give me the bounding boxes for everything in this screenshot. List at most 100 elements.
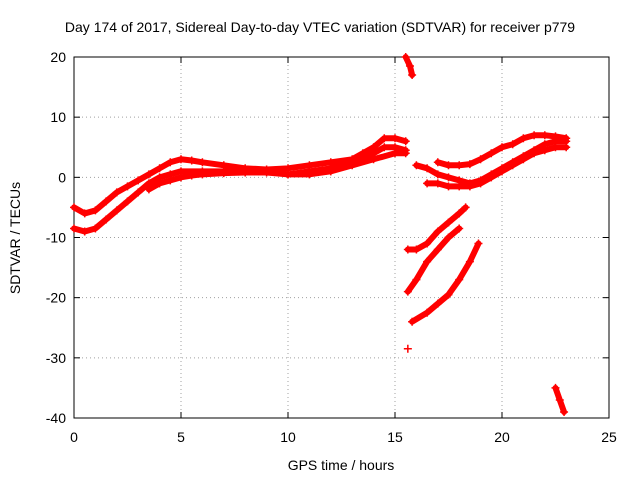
data-point — [80, 227, 89, 236]
data-point — [508, 140, 517, 149]
data-point — [403, 344, 412, 353]
data-points — [70, 53, 571, 416]
data-point — [380, 134, 389, 143]
series-drop-4 — [408, 239, 483, 326]
x-tick-label: 25 — [601, 429, 617, 445]
chart-title: Day 174 of 2017, Sidereal Day-to-day VTE… — [65, 19, 575, 35]
series-trail — [404, 225, 463, 295]
data-point — [474, 239, 483, 248]
x-axis-title: GPS time / hours — [288, 457, 395, 473]
data-point — [112, 188, 121, 197]
data-point — [305, 170, 314, 179]
series-track-c — [144, 149, 410, 194]
data-point — [391, 134, 399, 143]
data-point — [219, 169, 228, 178]
data-point — [433, 245, 442, 254]
y-tick-label: 20 — [50, 49, 66, 65]
data-point — [465, 160, 474, 169]
data-point — [455, 209, 464, 218]
data-point — [444, 182, 453, 191]
data-point — [444, 218, 453, 227]
data-point — [465, 257, 474, 266]
data-point — [144, 170, 153, 179]
series-drop-3 — [403, 224, 464, 296]
data-point — [551, 132, 560, 141]
data-point — [455, 224, 464, 233]
data-point — [408, 71, 417, 80]
data-point — [444, 233, 453, 242]
series-drop-1 — [401, 53, 417, 80]
series-track-f — [423, 143, 571, 191]
series-drop-6 — [551, 383, 569, 416]
data-point — [465, 182, 474, 191]
data-point — [405, 62, 414, 71]
data-point — [177, 173, 185, 182]
y-tick-label: 10 — [50, 109, 66, 125]
data-point — [408, 317, 417, 326]
data-point — [412, 161, 421, 170]
data-point — [455, 182, 464, 191]
series-trail — [409, 240, 482, 325]
data-point — [461, 203, 470, 212]
data-point — [123, 197, 132, 206]
data-point — [403, 245, 412, 254]
data-point — [412, 275, 421, 284]
data-point — [177, 155, 185, 164]
data-point — [455, 275, 464, 284]
data-point — [476, 179, 485, 188]
axis-ticks: 0 5 10 15 20 25 -40 -30 -20 -10 0 10 20 — [46, 49, 617, 445]
data-point — [423, 257, 432, 266]
data-point — [187, 171, 196, 180]
data-point — [423, 308, 432, 317]
data-point — [487, 173, 496, 182]
data-point — [423, 164, 432, 173]
data-point — [403, 287, 412, 296]
data-point — [530, 131, 539, 140]
data-point — [284, 170, 292, 179]
data-point — [423, 239, 432, 248]
data-point — [508, 161, 517, 170]
data-point — [560, 407, 569, 416]
y-axis-title: SDTVAR / TECUs — [7, 182, 23, 294]
data-point — [423, 179, 432, 188]
data-point — [401, 53, 410, 61]
data-point — [166, 158, 175, 167]
data-point — [198, 170, 207, 179]
data-point — [369, 155, 378, 164]
data-point — [444, 161, 453, 170]
data-point — [551, 383, 560, 392]
data-point — [198, 158, 207, 167]
data-point — [476, 155, 485, 164]
y-tick-label: -40 — [46, 410, 66, 426]
data-point — [412, 245, 421, 254]
data-point — [401, 137, 410, 146]
data-point — [187, 156, 196, 165]
y-tick-label: 0 — [58, 169, 66, 185]
data-point — [155, 164, 164, 173]
data-point — [391, 149, 399, 158]
data-point — [155, 179, 164, 188]
data-point — [433, 299, 442, 308]
data-point — [540, 131, 549, 140]
y-tick-label: -30 — [46, 350, 66, 366]
x-tick-label: 15 — [387, 429, 403, 445]
data-point — [444, 290, 453, 299]
data-point — [102, 197, 111, 206]
x-tick-label: 20 — [494, 429, 510, 445]
data-point — [91, 224, 100, 233]
data-point — [91, 206, 100, 215]
data-point — [555, 395, 564, 404]
data-point — [134, 176, 143, 185]
y-tick-label: -10 — [46, 230, 66, 246]
grid — [74, 57, 609, 418]
data-point — [540, 146, 549, 155]
data-point — [498, 143, 506, 152]
data-point — [401, 149, 410, 158]
y-tick-label: -20 — [46, 290, 66, 306]
x-tick-label: 10 — [280, 429, 296, 445]
series-drop-5 — [403, 344, 412, 353]
data-point — [348, 161, 357, 170]
data-point — [562, 134, 571, 143]
data-point — [123, 182, 132, 191]
